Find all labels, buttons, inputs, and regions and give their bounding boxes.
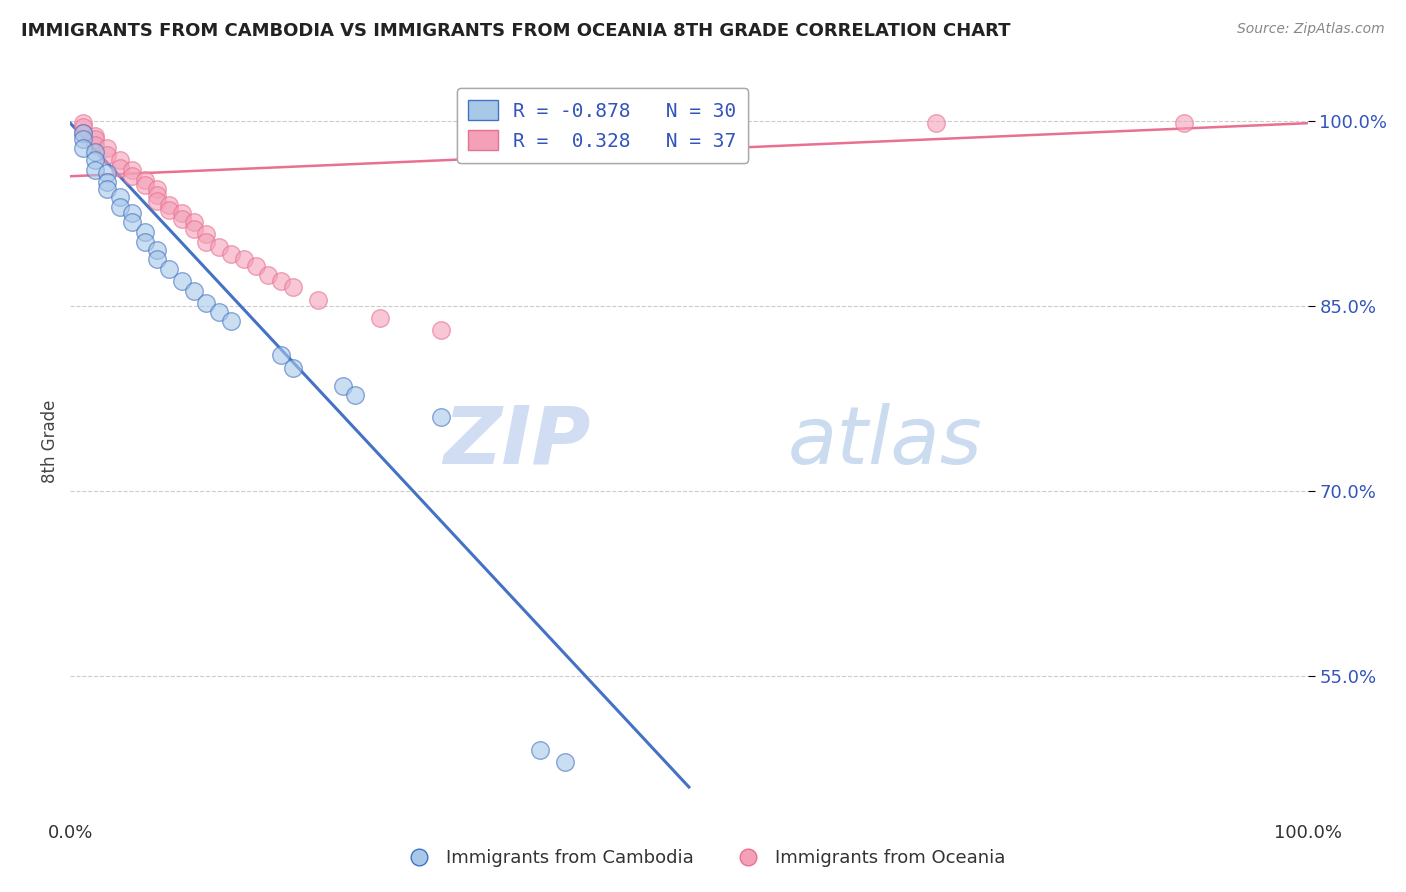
Point (96, 141, 118, 155)
Point (332, 379, 354, 393)
Point (529, 743, 551, 757)
Point (121, 215, 143, 229)
Point (183, 284, 205, 298)
Point (343, 387, 366, 401)
Point (96, 165, 118, 179)
Point (430, 324, 453, 338)
Point (84, 145, 107, 159)
Point (108, 153, 131, 168)
Point (134, 225, 156, 239)
Point (96, 148, 118, 162)
Point (925, 116, 948, 130)
Point (84, 153, 107, 168)
Point (307, 293, 329, 307)
Point (170, 206, 193, 220)
Point (281, 360, 304, 375)
Point (219, 247, 242, 261)
Point (219, 313, 242, 327)
Point (1173, 116, 1195, 130)
Point (157, 197, 180, 211)
Point (157, 261, 180, 276)
Point (72, 141, 94, 155)
Legend: R = -0.878   N = 30, R =  0.328   N = 37: R = -0.878 N = 30, R = 0.328 N = 37 (457, 88, 748, 162)
Point (257, 268, 280, 282)
Point (208, 305, 231, 319)
Point (72, 116, 94, 130)
Point (146, 187, 169, 202)
Point (281, 280, 304, 294)
Point (121, 206, 143, 220)
Point (232, 252, 254, 266)
Point (245, 260, 267, 274)
Text: IMMIGRANTS FROM CAMBODIA VS IMMIGRANTS FROM OCEANIA 8TH GRADE CORRELATION CHART: IMMIGRANTS FROM CAMBODIA VS IMMIGRANTS F… (21, 22, 1011, 40)
Text: atlas: atlas (787, 402, 983, 481)
Point (108, 190, 131, 204)
Point (183, 215, 205, 229)
Point (430, 409, 453, 424)
Point (121, 169, 143, 184)
Point (72, 126, 94, 140)
Point (368, 311, 391, 326)
Point (96, 181, 118, 195)
Point (72, 126, 94, 140)
Point (170, 212, 193, 227)
Point (84, 128, 107, 143)
Point (146, 252, 169, 266)
Point (108, 200, 131, 214)
Point (146, 244, 169, 258)
Point (134, 178, 156, 192)
Point (195, 235, 218, 249)
Point (72, 132, 94, 146)
Point (270, 274, 292, 288)
Point (72, 120, 94, 134)
Point (146, 181, 169, 195)
Point (84, 163, 107, 178)
Text: ZIP: ZIP (443, 402, 591, 481)
Point (183, 222, 205, 236)
Point (195, 227, 218, 242)
Point (134, 235, 156, 249)
Point (157, 202, 180, 217)
Point (84, 132, 107, 146)
Point (96, 176, 118, 190)
Point (208, 239, 231, 253)
Point (108, 161, 131, 175)
Point (121, 163, 143, 178)
Point (270, 348, 292, 362)
Text: Source: ZipAtlas.com: Source: ZipAtlas.com (1237, 22, 1385, 37)
Point (195, 296, 218, 310)
Point (146, 194, 169, 208)
Legend: Immigrants from Cambodia, Immigrants from Oceania: Immigrants from Cambodia, Immigrants fro… (394, 842, 1012, 874)
Point (170, 274, 193, 288)
Point (134, 173, 156, 187)
Y-axis label: 8th Grade: 8th Grade (41, 400, 59, 483)
Point (84, 138, 107, 153)
Point (554, 756, 576, 770)
